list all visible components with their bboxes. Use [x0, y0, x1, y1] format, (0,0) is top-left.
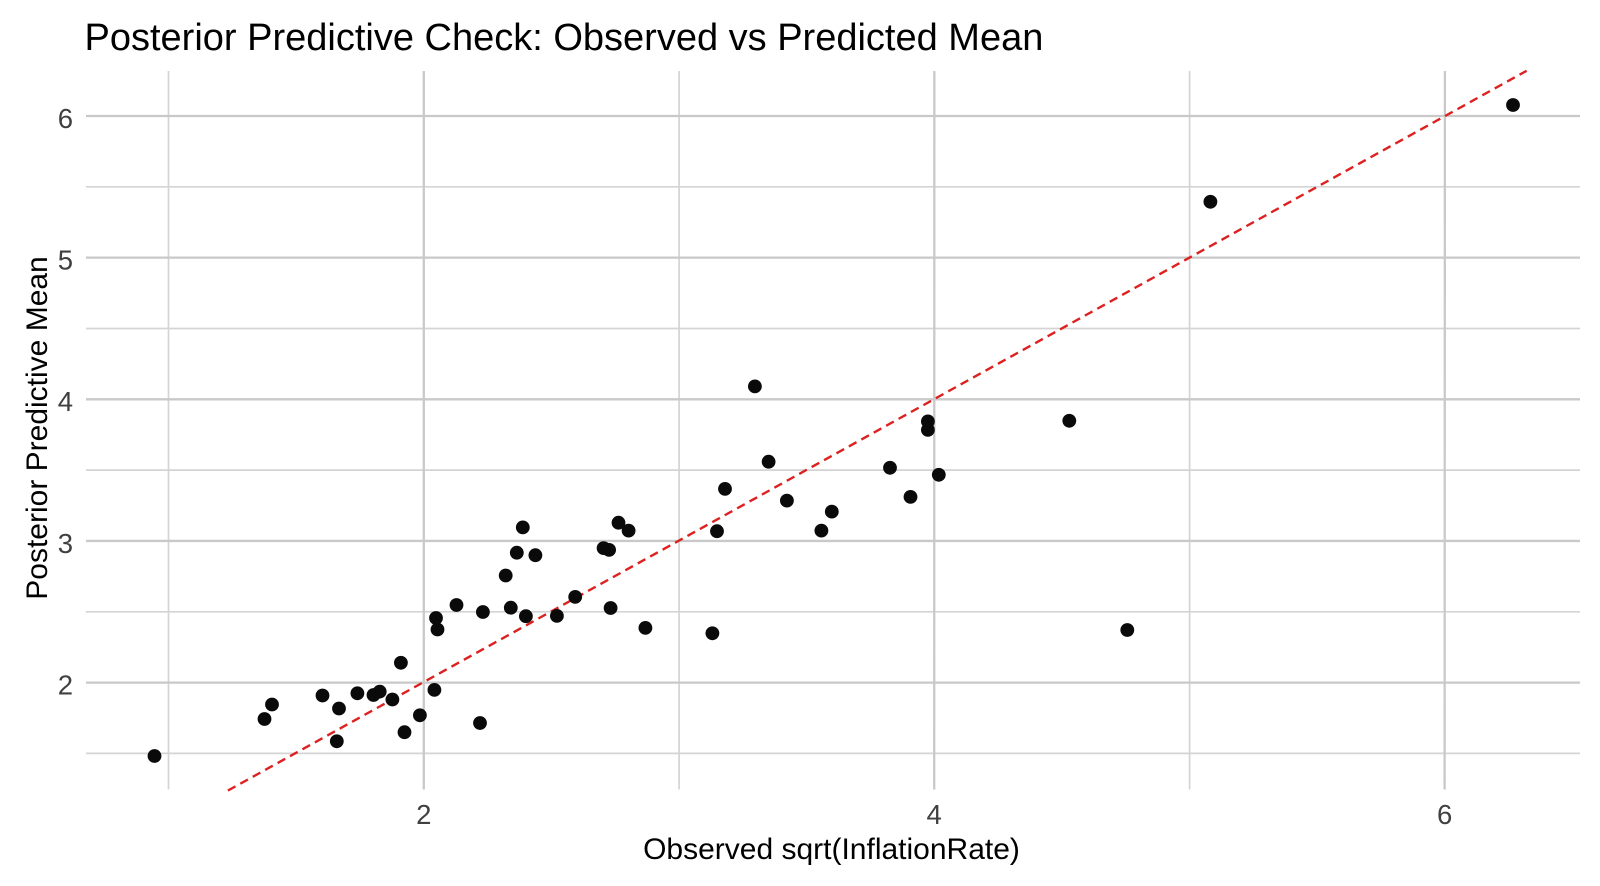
svg-text:6: 6 — [58, 103, 73, 134]
svg-text:6: 6 — [1437, 799, 1452, 830]
svg-text:Observed sqrt(InflationRate): Observed sqrt(InflationRate) — [643, 833, 1020, 866]
svg-text:3: 3 — [58, 528, 73, 559]
svg-text:4: 4 — [927, 799, 942, 830]
svg-text:2: 2 — [416, 799, 431, 830]
svg-text:2: 2 — [58, 670, 73, 701]
svg-text:4: 4 — [58, 386, 73, 417]
svg-text:5: 5 — [58, 245, 73, 276]
svg-text:Posterior Predictive Mean: Posterior Predictive Mean — [21, 256, 54, 599]
svg-text:Posterior Predictive Check: Ob: Posterior Predictive Check: Observed vs … — [85, 17, 1044, 59]
